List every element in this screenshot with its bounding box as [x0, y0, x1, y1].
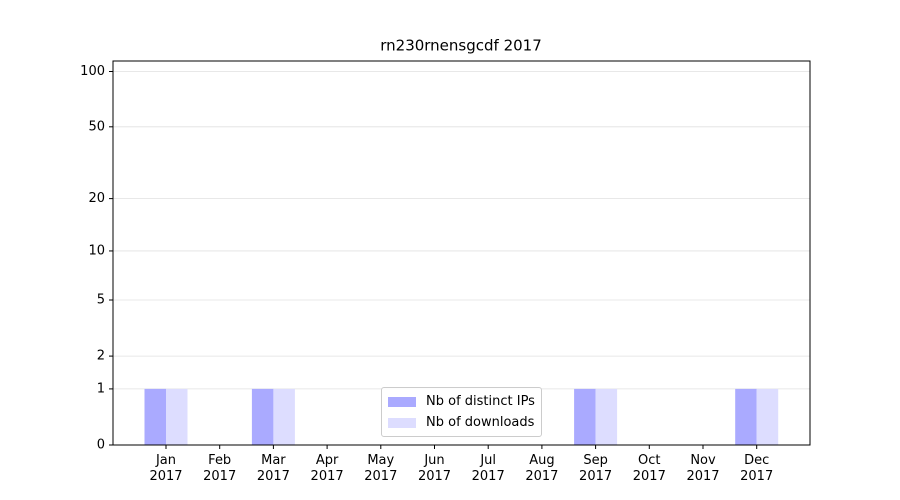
x-tick-label: Aug 2017	[525, 453, 559, 484]
x-tick-label: May 2017	[364, 453, 398, 484]
x-tick-label: Jun 2017	[417, 453, 452, 484]
legend-label: Nb of distinct IPs	[426, 394, 535, 409]
bar	[166, 388, 188, 445]
legend-swatch	[388, 396, 416, 407]
x-tick-label: Feb 2017	[203, 453, 237, 484]
x-tick-label: Oct 2017	[632, 453, 666, 484]
x-tick-label: Jul 2017	[471, 453, 505, 484]
bar	[574, 388, 596, 445]
x-tick-label: Apr 2017	[310, 453, 344, 484]
y-tick-label: 100	[80, 64, 105, 79]
y-tick-label: 2	[97, 349, 105, 364]
bar	[251, 388, 274, 445]
x-tick-label: Dec 2017	[740, 453, 774, 484]
bar	[273, 388, 295, 445]
legend-item: Nb of distinct IPs	[388, 391, 535, 412]
y-tick-label: 10	[88, 243, 105, 258]
legend-label: Nb of downloads	[426, 415, 535, 430]
plot-frame	[112, 60, 811, 446]
x-tick-label: Sep 2017	[579, 453, 613, 484]
y-tick-label: 50	[88, 119, 105, 134]
x-tick-label: Mar 2017	[256, 453, 290, 484]
bar	[595, 388, 618, 445]
bar	[756, 388, 779, 445]
bar	[144, 388, 166, 445]
chart-title: rn230rnensgcdf 2017	[380, 37, 542, 55]
legend-swatch	[388, 417, 416, 428]
y-tick-label: 5	[97, 292, 105, 307]
y-tick-label: 1	[97, 381, 105, 396]
x-tick-label: Nov 2017	[686, 453, 720, 484]
y-tick-label: 20	[88, 191, 105, 206]
bar	[735, 388, 757, 445]
legend-item: Nb of downloads	[388, 412, 535, 433]
legend: Nb of distinct IPs Nb of downloads	[381, 387, 542, 437]
x-tick-label: Jan 2017	[149, 453, 183, 484]
y-tick-label: 0	[97, 438, 105, 453]
